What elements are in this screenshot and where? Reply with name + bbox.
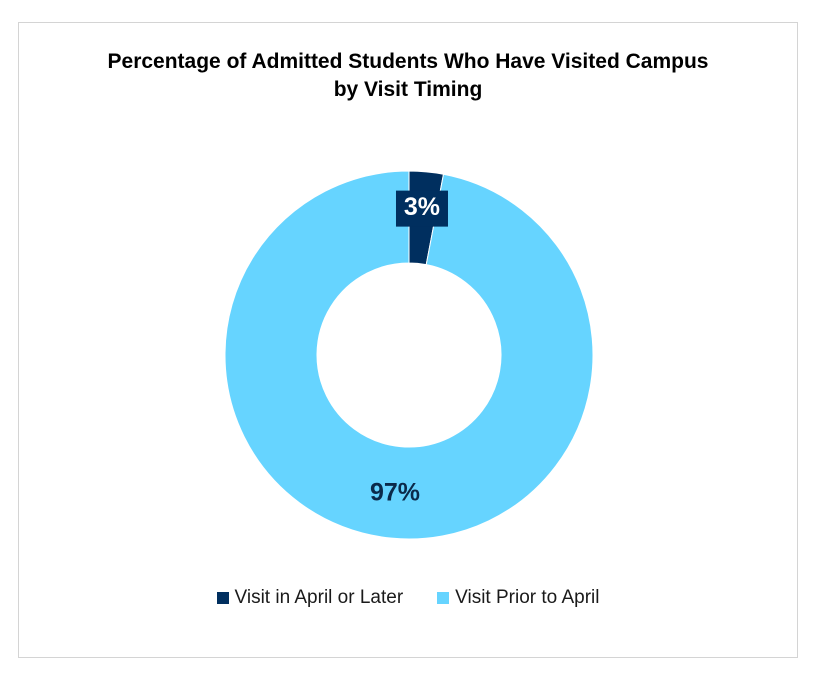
data-label-bg-april-or-later <box>395 190 448 227</box>
data-label-prior-to-april: 97% <box>370 479 420 507</box>
legend-swatch-prior-to-april <box>437 592 450 604</box>
slice-prior-to-april <box>224 170 594 540</box>
legend-label-april-or-later: Visit in April or Later <box>234 587 404 608</box>
legend-swatch-april-or-later <box>216 592 229 604</box>
legend-item-april-or-later: Visit in April or Later <box>216 587 404 609</box>
legend-item-prior-to-april: Visit Prior to April <box>437 587 599 609</box>
data-label-april-or-later: 3% <box>404 193 440 221</box>
chart-title-line-1: Percentage of Admitted Students Who Have… <box>107 50 709 73</box>
chart-frame <box>18 22 798 658</box>
chart-legend: Visit in April or Later Visit Prior to A… <box>0 587 816 609</box>
legend-label-prior-to-april: Visit Prior to April <box>455 587 600 608</box>
chart-title-line-2: by Visit Timing <box>333 78 483 101</box>
chart-title: Percentage of Admitted Students Who Have… <box>0 48 816 104</box>
